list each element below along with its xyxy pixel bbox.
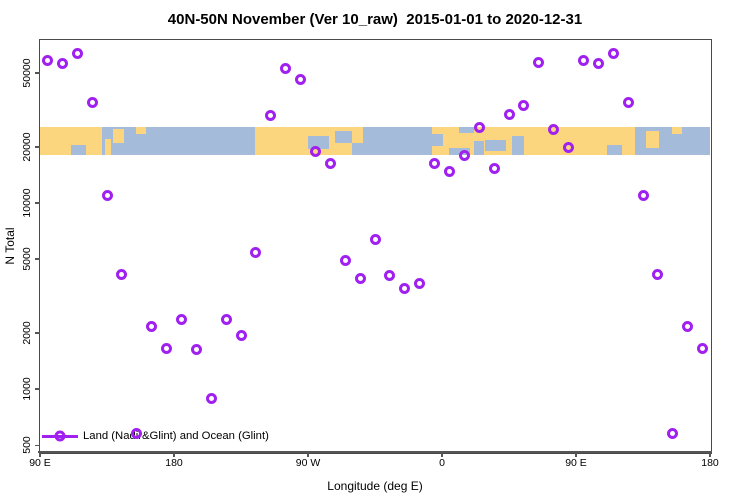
y-tick-mark bbox=[35, 258, 40, 260]
y-tick-mark bbox=[35, 332, 40, 334]
data-point bbox=[339, 254, 351, 266]
x-tick-mark bbox=[709, 452, 711, 457]
y-tick-mark bbox=[35, 444, 40, 446]
ocean-patch bbox=[458, 127, 475, 134]
data-point bbox=[622, 97, 634, 109]
legend: Land (Nadir&Glint) and Ocean (Glint) bbox=[42, 430, 269, 442]
x-tick-label: 90 E bbox=[565, 457, 587, 469]
y-tick-label: 20000 bbox=[21, 132, 33, 162]
y-tick-mark bbox=[35, 388, 40, 390]
x-tick-label: 180 bbox=[165, 457, 183, 469]
land-segment bbox=[645, 131, 660, 149]
data-point bbox=[518, 100, 530, 112]
x-axis-line bbox=[38, 451, 712, 453]
ocean-patch bbox=[484, 139, 507, 152]
x-tick-mark bbox=[39, 452, 41, 457]
data-point bbox=[473, 122, 485, 134]
land-segment bbox=[113, 128, 124, 143]
land-segment bbox=[672, 127, 682, 135]
legend-circle-marker bbox=[54, 430, 66, 442]
ocean-patch bbox=[431, 134, 443, 146]
data-point bbox=[324, 158, 336, 170]
x-tick-label: 90 W bbox=[295, 457, 321, 469]
x-tick-mark bbox=[575, 452, 577, 457]
data-point bbox=[429, 158, 441, 170]
x-tick-label: 0 bbox=[439, 457, 445, 469]
y-axis-label: N Total bbox=[3, 227, 17, 265]
data-point bbox=[369, 234, 381, 246]
x-tick-label: 90 E bbox=[29, 457, 51, 469]
data-point bbox=[697, 342, 709, 354]
x-tick-mark bbox=[307, 452, 309, 457]
y-tick-label: 5000 bbox=[21, 247, 33, 271]
ocean-patch bbox=[474, 141, 484, 156]
x-axis-label: Longitude (deg E) bbox=[327, 479, 423, 493]
data-point bbox=[533, 57, 545, 69]
data-point bbox=[399, 282, 411, 294]
data-point bbox=[101, 190, 113, 202]
data-point bbox=[667, 428, 679, 440]
data-point bbox=[443, 166, 455, 178]
y-tick-mark bbox=[35, 146, 40, 148]
data-point bbox=[161, 342, 173, 354]
y-tick-label: 50000 bbox=[21, 58, 33, 88]
data-point bbox=[131, 428, 143, 440]
data-point bbox=[354, 272, 366, 284]
data-point bbox=[280, 63, 292, 75]
data-point bbox=[250, 246, 262, 258]
data-point bbox=[41, 55, 53, 67]
data-point bbox=[414, 277, 426, 289]
ocean-patch bbox=[606, 144, 622, 156]
y-tick-label: 1000 bbox=[21, 377, 33, 401]
data-point bbox=[116, 268, 128, 280]
map-band bbox=[40, 127, 710, 156]
x-tick-mark bbox=[173, 452, 175, 457]
ocean-patch bbox=[351, 142, 363, 156]
y-tick-label: 10000 bbox=[21, 188, 33, 218]
data-point bbox=[309, 145, 321, 157]
ocean-patch bbox=[512, 135, 525, 156]
y-tick-mark bbox=[35, 202, 40, 204]
data-point bbox=[235, 329, 247, 341]
data-point bbox=[265, 110, 277, 122]
data-point bbox=[607, 48, 619, 60]
land-segment bbox=[136, 127, 146, 135]
data-point bbox=[652, 268, 664, 280]
data-point bbox=[488, 162, 500, 174]
data-point bbox=[592, 58, 604, 70]
x-tick-mark bbox=[441, 452, 443, 457]
ocean-patch bbox=[70, 144, 86, 156]
data-point bbox=[503, 109, 515, 121]
data-point bbox=[577, 55, 589, 67]
y-tick-label: 500 bbox=[21, 436, 33, 455]
data-point bbox=[563, 142, 575, 154]
chart-title: 40N-50N November (Ver 10_raw) 2015-01-01… bbox=[167, 11, 583, 28]
plot-area: Land (Nadir&Glint) and Ocean (Glint) bbox=[40, 40, 710, 452]
data-point bbox=[56, 58, 68, 70]
data-point bbox=[682, 320, 694, 332]
data-point bbox=[295, 74, 307, 86]
data-point bbox=[86, 97, 98, 109]
data-point bbox=[637, 190, 649, 202]
data-point bbox=[384, 269, 396, 281]
data-point bbox=[175, 313, 187, 325]
data-point bbox=[458, 150, 470, 162]
land-segment bbox=[104, 138, 111, 156]
legend-line-marker bbox=[42, 430, 78, 442]
ocean-patch bbox=[334, 130, 352, 143]
y-tick-label: 2000 bbox=[21, 321, 33, 345]
data-point bbox=[190, 343, 202, 355]
y-tick-mark bbox=[35, 72, 40, 74]
data-point bbox=[220, 313, 232, 325]
legend-label: Land (Nadir&Glint) and Ocean (Glint) bbox=[83, 430, 269, 442]
data-point bbox=[548, 124, 560, 136]
data-point bbox=[205, 393, 217, 405]
data-point bbox=[71, 48, 83, 60]
data-point bbox=[146, 320, 158, 332]
x-tick-label: 180 bbox=[701, 457, 719, 469]
